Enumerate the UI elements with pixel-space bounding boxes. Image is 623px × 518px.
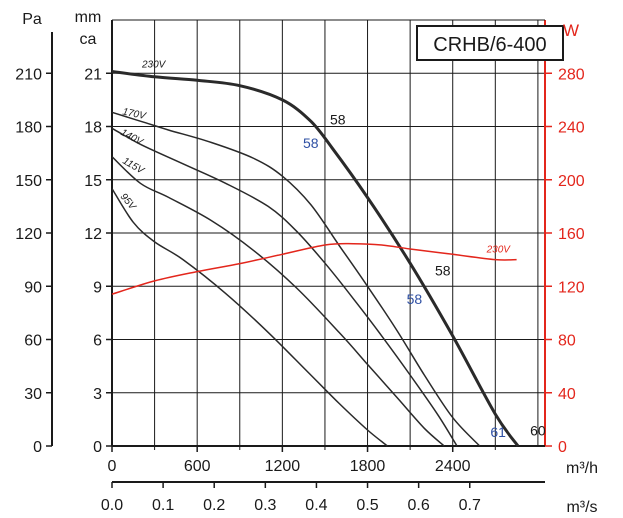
x-axis-secondary-tick-label: 0.0 [101,497,123,514]
x-axis-secondary-tick-label: 0.7 [459,497,481,514]
x-axis-secondary-tick-label: 0.3 [254,497,276,514]
mm-axis-tick-label: 3 [93,386,102,403]
mm-axis-tick-label: 21 [84,66,102,83]
mm-axis-unit-line1: mm [75,9,102,26]
mm-axis-tick-label: 15 [84,173,102,190]
mm-axis-unit-line2: ca [80,31,97,48]
power-axis-tick-label: 280 [558,66,585,83]
pa-axis-tick-label: 30 [24,386,42,403]
chart-title: CRHB/6-400 [433,34,546,56]
pa-axis-tick-label: 210 [15,66,42,83]
pa-axis-tick-label: 180 [15,120,42,137]
power-curve-230v [111,242,517,295]
pa-axis-tick-label: 120 [15,226,42,243]
sound-level-label: 58 [330,112,346,128]
power-axis-tick-label: 200 [558,173,585,190]
pressure-curve-label: 230V [141,59,167,70]
x-axis-secondary-tick-label: 0.4 [305,497,327,514]
x-axis-secondary-tick-label: 0.5 [356,497,378,514]
x-axis-primary-tick-label: 0 [108,458,117,475]
sound-level-label: 60 [530,422,546,438]
power-axis-tick-label: 120 [558,279,585,296]
x-axis-secondary-tick-label: 0.2 [203,497,225,514]
power-axis-unit: W [563,21,579,40]
pressure-curve-170v [111,111,481,447]
mm-axis-tick-label: 6 [93,333,102,350]
power-axis-tick-label: 0 [558,439,567,456]
power-axis-tick-label: 160 [558,226,585,243]
x-axis-primary-tick-label: 2400 [435,458,471,475]
pressure-curve-label: 170V [121,106,147,122]
mm-axis-tick-label: 12 [84,226,102,243]
pa-axis-tick-label: 150 [15,173,42,190]
sound-level-label: 58 [303,135,319,151]
pa-axis-tick-label: 60 [24,333,42,350]
pa-axis-tick-label: 90 [24,279,42,296]
pressure-curve-230v [111,70,520,447]
axes [46,19,552,488]
labels: 0306090120150180210036912151821040801201… [15,59,585,514]
grid [112,20,545,446]
power-axis-tick-label: 240 [558,120,585,137]
sound-level-label: 58 [435,263,451,279]
x-axis-primary-tick-label: 600 [184,458,211,475]
x-axis-secondary-tick-label: 0.6 [408,497,430,514]
mm-axis-tick-label: 9 [93,279,102,296]
mm-axis-tick-label: 0 [93,439,102,456]
x-axis-secondary-unit: m³/s [566,499,597,516]
chart-title-box: CRHB/6-400 [416,25,564,61]
series [111,70,520,447]
x-axis-secondary-tick-label: 0.1 [152,497,174,514]
pressure-curve-label: 115V [121,156,147,177]
pressure-curve-115v [111,156,445,447]
pressure-curve-95v [111,188,388,447]
sound-level-label: 58 [407,291,423,307]
x-axis-primary-unit: m³/h [566,460,598,477]
sound-level-label: 61 [490,424,506,440]
x-axis-primary-tick-label: 1800 [350,458,386,475]
x-axis-primary-tick-label: 1200 [265,458,301,475]
mm-axis-tick-label: 18 [84,120,102,137]
power-axis-tick-label: 40 [558,386,576,403]
power-axis-tick-label: 80 [558,333,576,350]
pressure-curve-140v [111,127,458,447]
power-curve-label: 230V [486,245,512,256]
pa-axis-tick-label: 0 [33,439,42,456]
pa-axis-unit: Pa [22,11,42,28]
